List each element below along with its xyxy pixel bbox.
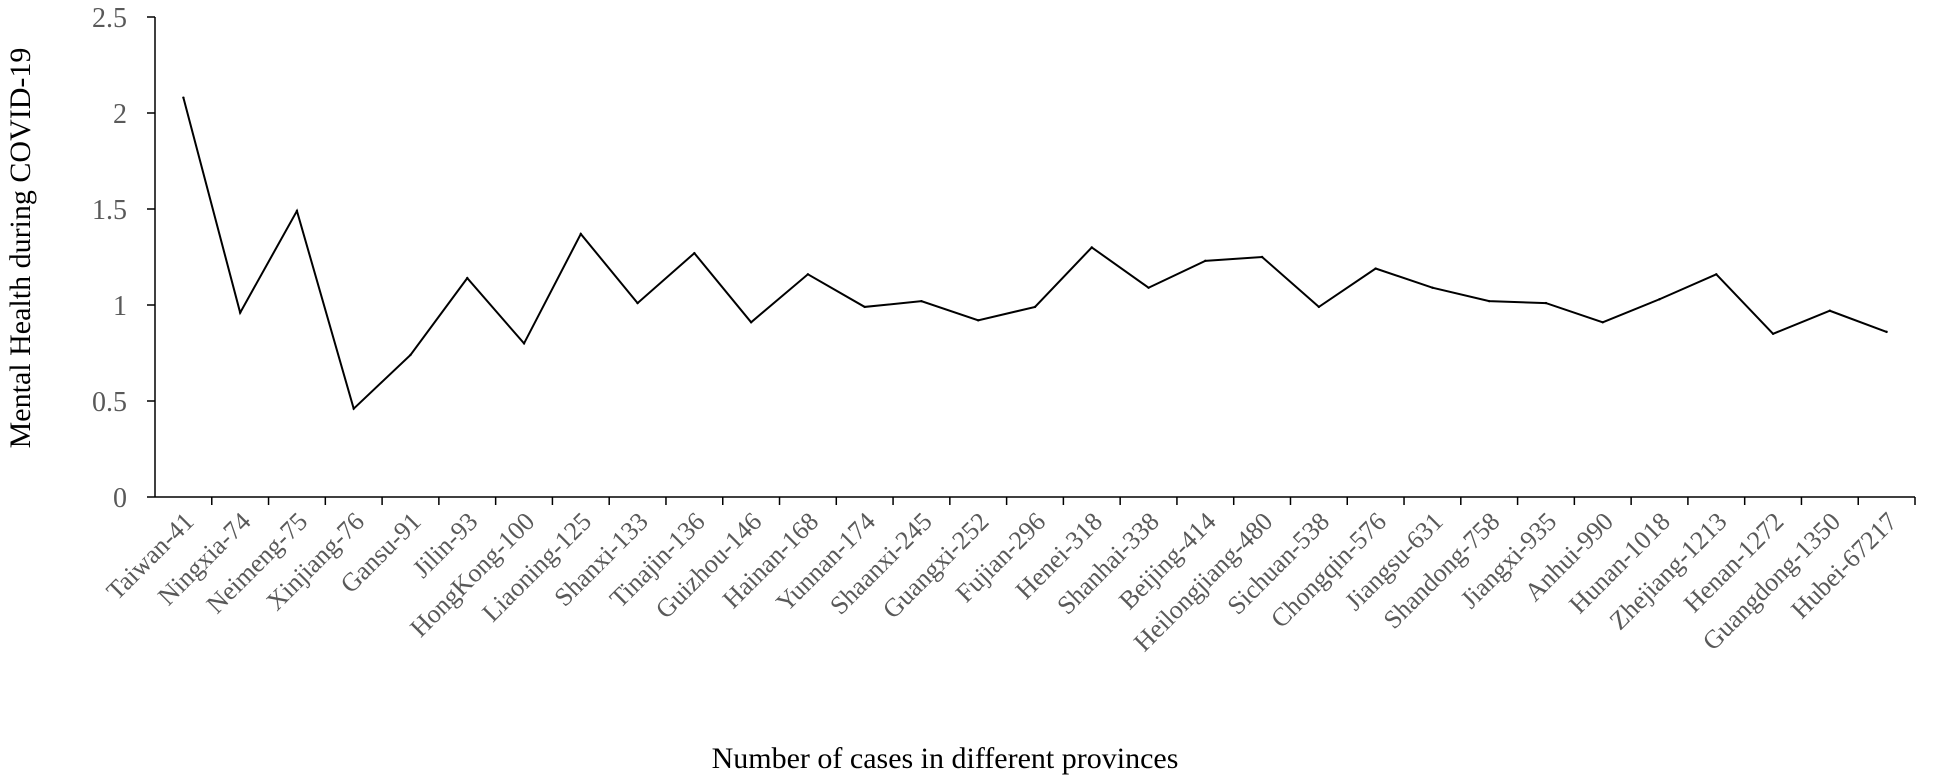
data-point [1885,330,1888,334]
data-point [1147,286,1150,289]
y-tick-labels: 0 0.5 1 1.5 2 2.5 [92,3,127,514]
y-tick-label: 2 [113,99,127,130]
data-point [352,407,355,410]
data-point [466,276,469,280]
data-point [1828,309,1832,312]
data-point [806,273,810,276]
data-point [1204,259,1207,263]
y-tick-label: 1 [113,291,127,322]
data-point [1771,332,1775,335]
data-point [863,305,866,309]
data-point [1544,301,1548,305]
y-tick-label: 1.5 [92,195,127,226]
data-point [1374,267,1377,270]
series-layer [182,96,1888,411]
x-axis-ticks [211,497,1916,505]
data-point [1431,286,1434,289]
x-tick-labels: Taiwan-41Ningxia-74Neimeng-75Xinjiang-76… [101,507,1903,657]
y-tick-label: 0.5 [92,387,127,418]
data-point [409,353,412,357]
x-axis-title: Number of cases in different provinces [712,742,1179,775]
data-point [1260,255,1264,259]
data-point [1090,246,1093,249]
y-axis-title: Mental Health during COVID-19 [4,48,37,449]
data-point [1317,305,1321,309]
data-point [522,342,526,345]
data-point [977,319,980,322]
data-point [920,299,923,303]
y-tick-label: 2.5 [92,3,127,34]
y-axis-ticks [147,16,155,498]
data-point [749,321,753,324]
data-point [182,96,185,99]
series-line [182,97,1887,411]
data-point [579,232,583,236]
data-point [693,251,696,255]
data-point [238,311,242,314]
data-point [295,209,299,213]
data-point [1033,305,1037,309]
y-tick-label: 0 [113,483,127,514]
data-point [636,301,639,305]
data-point [1487,299,1491,303]
data-point [1658,298,1661,301]
data-point [1601,321,1604,324]
data-point [1715,273,1718,276]
